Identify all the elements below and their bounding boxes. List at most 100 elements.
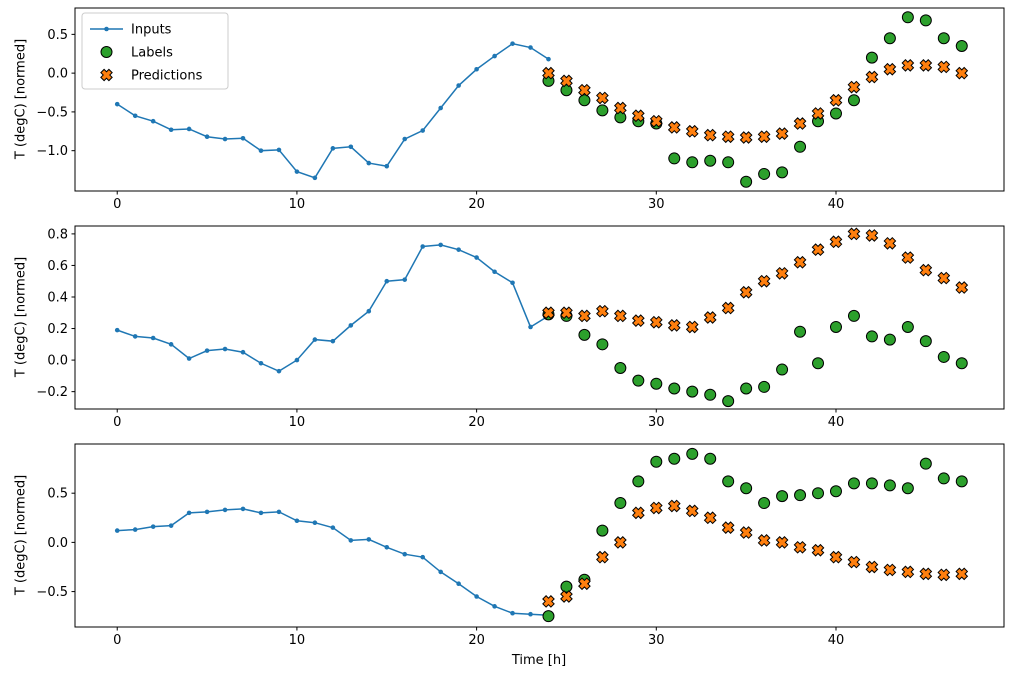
label-point	[794, 325, 807, 338]
y-tick-label: 0.0	[47, 354, 68, 369]
label-point	[776, 363, 789, 376]
label-point	[686, 447, 699, 460]
prediction-point	[739, 285, 753, 299]
input-point	[420, 554, 426, 560]
input-point	[330, 338, 336, 344]
axes-box	[74, 7, 1005, 192]
label-point	[829, 485, 842, 498]
prediction-point	[865, 70, 879, 84]
label-point	[847, 94, 860, 107]
label-point	[740, 482, 753, 495]
input-point	[312, 337, 318, 342]
prediction-point	[811, 107, 825, 120]
label-point	[776, 166, 789, 179]
label-point	[883, 333, 896, 346]
y-tick-label: 0.0	[47, 67, 68, 82]
label-point	[776, 490, 789, 503]
x-axis-label: Time [h]	[511, 653, 567, 668]
prediction-point	[542, 595, 555, 608]
label-point	[722, 475, 735, 488]
prediction-point	[919, 59, 933, 72]
y-tick-label: 0.5	[47, 28, 68, 43]
x-tick-label: 40	[828, 633, 845, 648]
input-point	[348, 538, 354, 543]
y-tick-label: 0.0	[47, 536, 68, 551]
input-point	[222, 346, 228, 352]
input-point	[348, 323, 354, 328]
label-point	[632, 374, 645, 387]
label-point	[722, 395, 735, 408]
input-point	[366, 308, 372, 314]
label-point	[704, 388, 717, 401]
axes-box	[74, 225, 1005, 410]
input-point	[384, 278, 390, 284]
label-point	[794, 140, 807, 153]
label-point	[865, 477, 878, 490]
y-tick-label: −0.2	[36, 385, 68, 400]
input-point	[528, 324, 533, 330]
x-tick-label: 20	[468, 415, 485, 430]
prediction-point	[937, 568, 951, 582]
x-tick-label: 20	[468, 197, 485, 212]
input-point	[150, 118, 156, 124]
axes-box	[74, 443, 1005, 628]
prediction-point	[703, 128, 717, 142]
label-point	[901, 320, 914, 333]
input-point	[222, 507, 228, 513]
input-point	[546, 56, 551, 62]
prediction-point	[596, 91, 609, 105]
label-point	[614, 111, 627, 124]
input-point	[150, 524, 156, 529]
input-point	[330, 525, 336, 530]
y-tick-label: −0.5	[36, 105, 68, 120]
label-point	[542, 610, 555, 623]
label-point	[596, 524, 609, 537]
input-point	[492, 269, 497, 275]
input-point	[258, 360, 264, 366]
input-point	[150, 335, 156, 341]
input-point	[258, 510, 264, 516]
prediction-point	[829, 235, 843, 249]
x-tick-label: 40	[828, 415, 845, 430]
prediction-point	[667, 121, 681, 134]
input-point	[348, 144, 354, 150]
x-tick-label: 20	[468, 633, 485, 648]
prediction-point	[649, 501, 663, 515]
input-point	[114, 101, 120, 107]
y-tick-label: 0.6	[47, 259, 68, 274]
y-tick-label: −1.0	[36, 144, 68, 159]
label-point	[560, 84, 573, 97]
series-predictions	[542, 59, 969, 144]
input-point	[222, 136, 228, 142]
label-point	[704, 452, 717, 465]
label-point	[578, 94, 591, 107]
prediction-point	[596, 304, 609, 318]
label-point	[847, 309, 860, 322]
x-tick-label: 0	[113, 197, 121, 212]
label-point	[955, 475, 968, 488]
legend-label-predictions: Predictions	[131, 69, 203, 84]
label-point	[596, 338, 609, 351]
label-point	[812, 357, 825, 370]
prediction-point	[937, 60, 951, 74]
x-tick-label: 10	[289, 633, 306, 648]
label-point	[668, 152, 681, 165]
label-point	[919, 14, 932, 27]
x-tick-label: 40	[828, 197, 845, 212]
prediction-point	[685, 320, 699, 334]
input-point	[384, 545, 390, 550]
x-tick-label: 0	[113, 633, 121, 648]
input-point	[168, 127, 174, 133]
prediction-point	[901, 565, 915, 579]
input-point	[456, 247, 461, 252]
label-point	[829, 107, 842, 120]
input-point	[114, 528, 120, 533]
input-point	[312, 175, 318, 181]
input-point	[528, 45, 533, 50]
x-tick-label: 10	[289, 415, 306, 430]
label-point	[812, 487, 825, 500]
prediction-point	[739, 131, 753, 144]
prediction-point	[703, 311, 717, 324]
prediction-point	[937, 271, 951, 285]
input-point	[276, 509, 282, 515]
